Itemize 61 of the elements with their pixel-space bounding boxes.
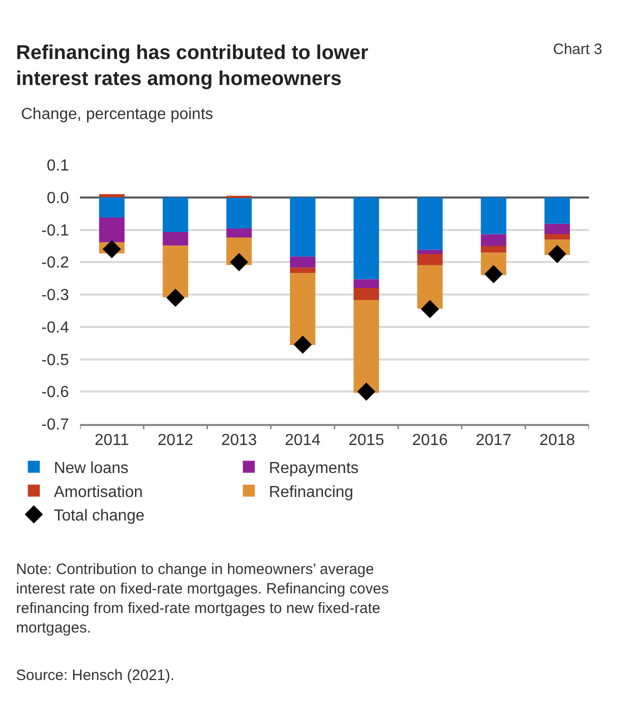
x-tick-label: 2011 (94, 432, 130, 449)
x-tick-label: 2013 (221, 432, 257, 449)
bar (480, 197, 506, 234)
bar (162, 246, 188, 298)
y-tick-label: -0.4 (41, 319, 70, 336)
y-tick-label: -0.1 (41, 222, 70, 240)
bar (480, 234, 506, 246)
bar (99, 217, 125, 242)
bar (417, 265, 443, 309)
x-tick-label: 2014 (284, 432, 321, 449)
y-tick-label: -0.6 (41, 384, 70, 402)
legend-label: Amortisation (54, 484, 143, 501)
x-tick-label: 2018 (539, 432, 576, 449)
y-tick-label: -0.3 (41, 287, 70, 304)
bar (544, 197, 570, 224)
legend-label: New loans (54, 460, 129, 478)
bar (99, 194, 125, 198)
legend-label: Repayments (268, 460, 359, 478)
point (357, 382, 376, 401)
point (102, 240, 121, 258)
text: Note: Contribution to change in homeowners’ average interest rate on fixed-rate mortgages. Refinancing coves refinancing from fixed-rate mortgages to new fixed-rate mortgages. (16, 561, 389, 636)
y-tick-label: -0.5 (41, 352, 70, 369)
bar (354, 288, 380, 300)
point (166, 288, 185, 307)
point (230, 253, 248, 272)
bar (417, 197, 443, 250)
point (484, 265, 503, 284)
bar (226, 228, 252, 238)
legend-label: Refinancing (268, 484, 354, 501)
x-tick-label: 2016 (412, 432, 448, 449)
bar (290, 256, 316, 268)
point (294, 336, 312, 354)
bar (354, 279, 380, 288)
caption: Chart 3 (553, 41, 602, 58)
x-tick-label: 2012 (158, 432, 194, 449)
x-tick-label: 2017 (476, 432, 512, 449)
chart-title: Refinancing has contributed to lower interest rates among homeowners (16, 42, 368, 90)
bar (162, 197, 188, 232)
source-note: Source: Hensch (2021). (16, 667, 174, 684)
y-tick-label: 0.0 (46, 190, 70, 207)
bar (417, 250, 443, 254)
bar (544, 234, 570, 240)
bar (162, 232, 188, 246)
legend-label: Total change (54, 508, 145, 525)
bar (226, 197, 252, 228)
y-tick-label: -0.2 (41, 254, 70, 272)
bar (417, 254, 443, 266)
bar (480, 246, 506, 253)
point (548, 244, 566, 264)
bar (99, 197, 125, 218)
y-axis-title: Change, percentage points (21, 106, 214, 123)
bar (354, 300, 380, 393)
bar (290, 273, 316, 346)
y-tick-label: 0.1 (46, 158, 70, 175)
bar (544, 224, 570, 234)
bar (290, 268, 316, 274)
y-tick-label: -0.7 (41, 416, 70, 434)
x-tick-label: 2015 (348, 432, 384, 449)
bar (290, 197, 316, 257)
point (420, 300, 440, 318)
bar (354, 197, 380, 280)
